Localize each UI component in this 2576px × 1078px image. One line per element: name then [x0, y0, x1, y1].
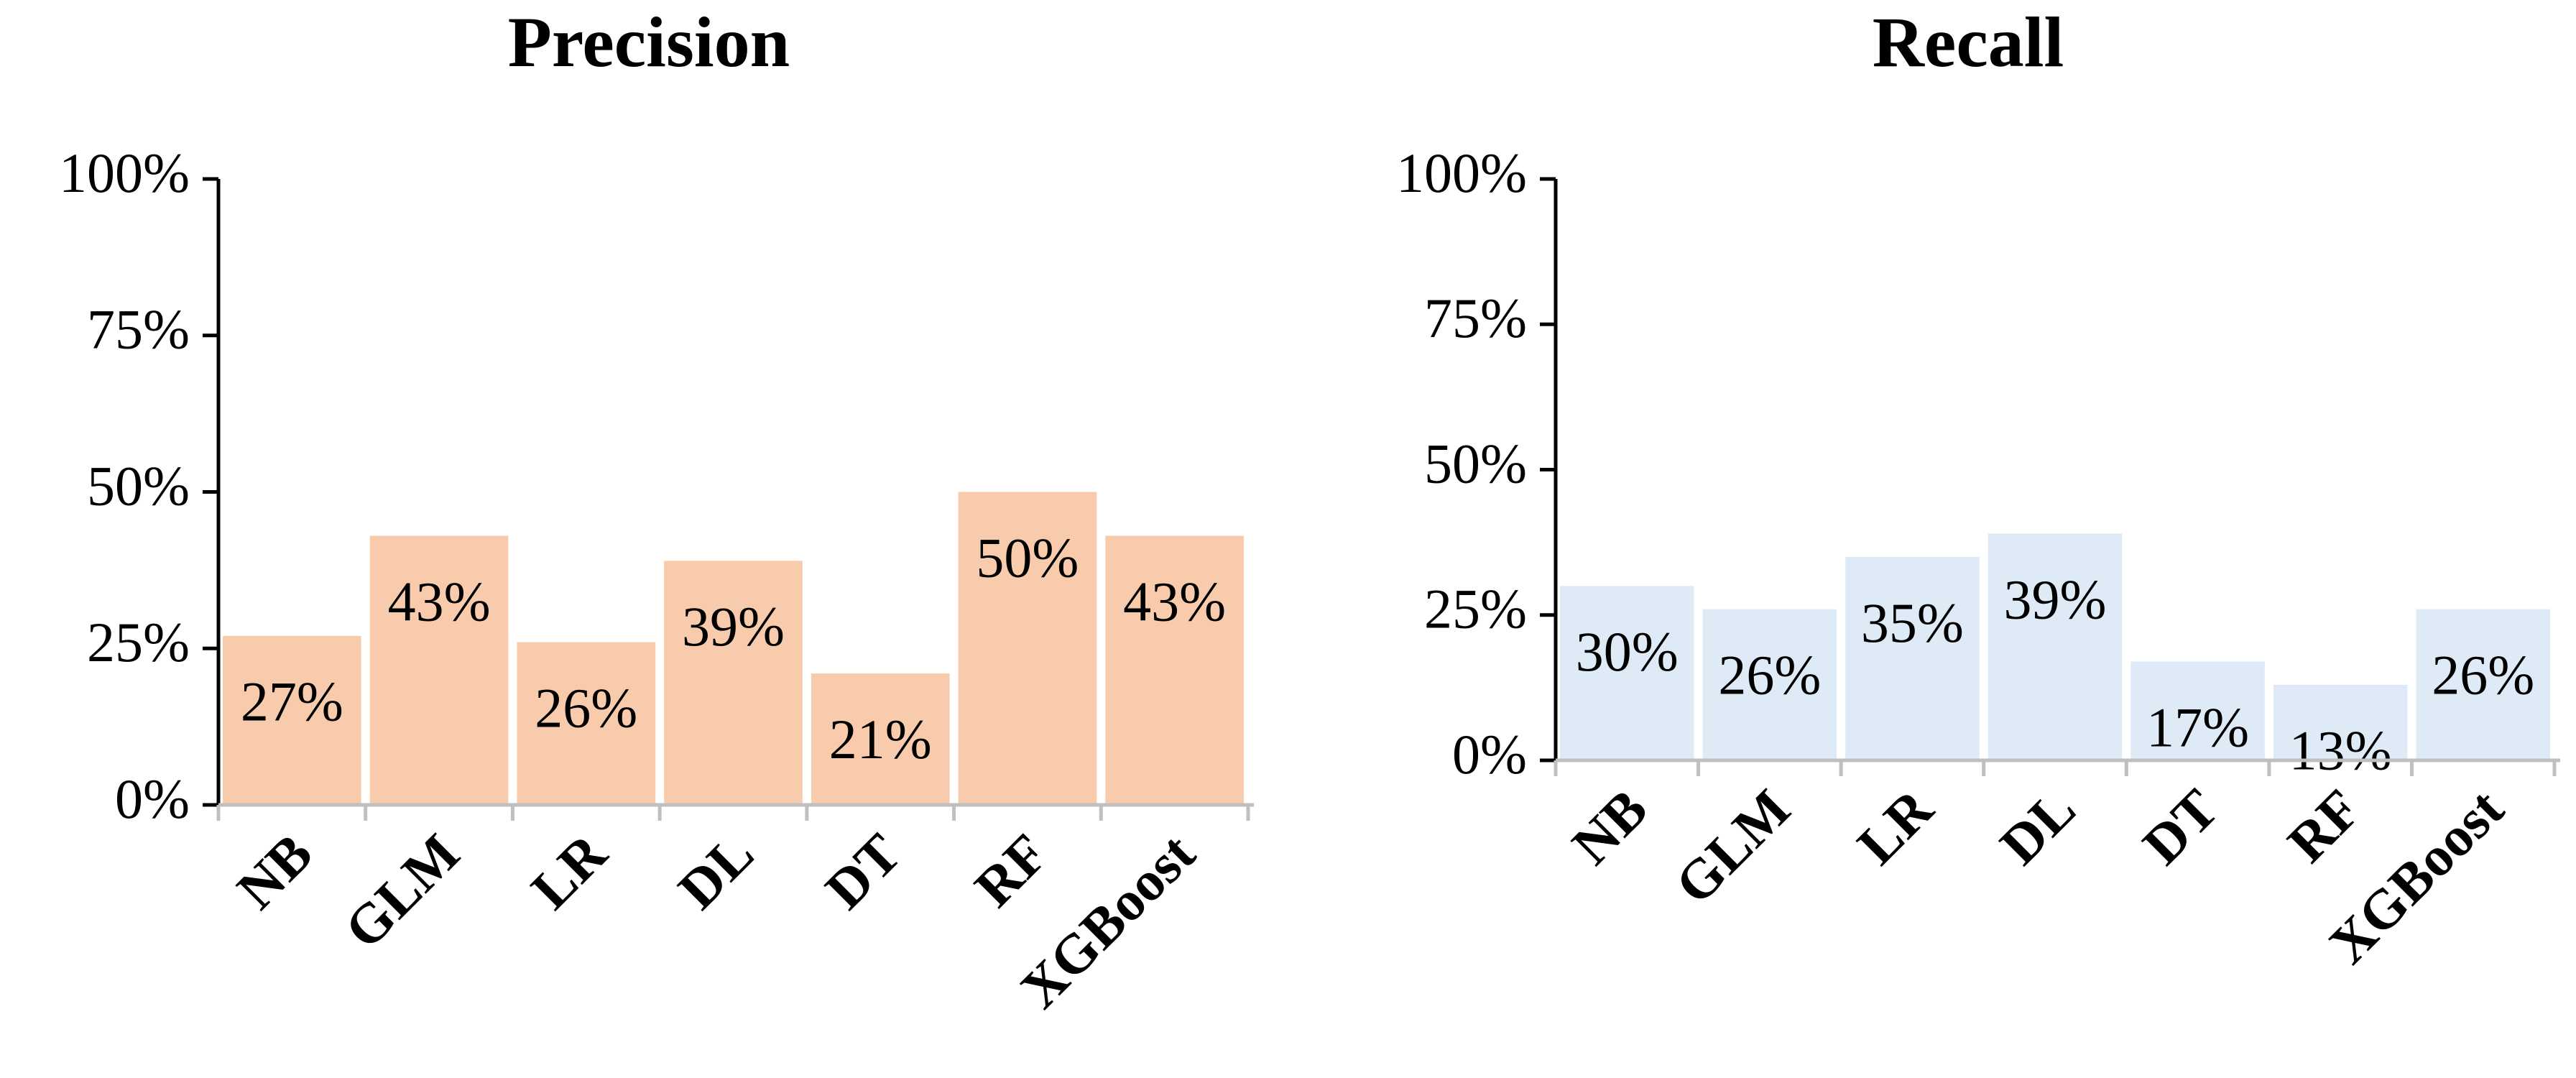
x-tick-label: NB: [1560, 777, 1659, 876]
data-label: 43%: [1123, 570, 1226, 632]
x-tick-label: GLM: [332, 821, 471, 960]
data-label: 26%: [535, 676, 637, 739]
x-tick-label: DL: [1988, 777, 2087, 876]
bar: [1988, 533, 2123, 760]
data-label: 39%: [682, 595, 785, 658]
x-tick-label: RF: [963, 821, 1060, 918]
y-tick-label: 75%: [87, 298, 190, 361]
x-tick-label: RF: [2276, 777, 2373, 874]
y-tick-label: 25%: [1424, 578, 1527, 640]
bar: [1560, 586, 1694, 760]
bar: [2273, 684, 2408, 760]
bar: [517, 642, 656, 805]
data-label: 30%: [1576, 620, 1679, 683]
bar: [664, 561, 803, 805]
x-tick-label: DT: [813, 821, 913, 921]
data-label: 26%: [2432, 644, 2534, 706]
data-label: 39%: [2004, 568, 2107, 630]
y-tick-label: 0%: [1452, 723, 1527, 786]
data-label: 26%: [1718, 644, 1821, 706]
data-label: 50%: [976, 526, 1079, 589]
x-tick-label: DT: [2130, 777, 2230, 876]
x-tick-label: LR: [1845, 776, 1945, 876]
y-tick-label: 50%: [1424, 432, 1527, 494]
y-tick-label: 0%: [115, 768, 190, 830]
data-label: 21%: [829, 708, 932, 770]
x-tick-label: NB: [225, 821, 324, 921]
bar: [958, 492, 1097, 805]
x-tick-label: LR: [519, 821, 619, 921]
bar: [369, 535, 509, 805]
data-label: 35%: [1861, 591, 1964, 654]
y-tick-label: 75%: [1424, 287, 1527, 349]
data-label: 27%: [241, 671, 343, 733]
data-label: 17%: [2146, 696, 2249, 758]
bar: [2130, 661, 2265, 760]
bar: [223, 635, 361, 805]
bar: [1845, 556, 1980, 760]
x-tick-label: GLM: [1663, 777, 1801, 916]
bar: [811, 673, 950, 805]
bar: [1702, 609, 1837, 760]
x-tick-label: DL: [666, 821, 765, 921]
chart-title: Precision: [508, 2, 790, 82]
y-tick-label: 100%: [1396, 142, 1527, 204]
chart-title: Recall: [1873, 2, 2064, 82]
data-label: 13%: [2289, 719, 2392, 782]
y-tick-label: 50%: [87, 454, 190, 517]
y-tick-label: 25%: [87, 611, 190, 673]
bar: [2416, 609, 2550, 760]
bar: [1105, 535, 1244, 805]
y-tick-label: 100%: [59, 142, 190, 204]
data-label: 43%: [388, 570, 491, 632]
